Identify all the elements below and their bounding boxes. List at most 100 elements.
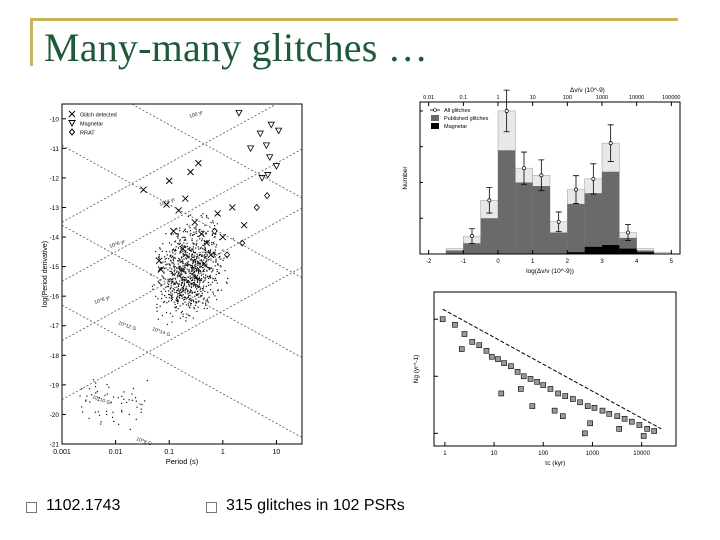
pulsar-dot xyxy=(219,265,221,267)
glitch-marker xyxy=(219,233,227,241)
pulsar-dot xyxy=(184,278,186,281)
magnetar-marker xyxy=(258,175,266,182)
rate-chart: 1 10 100 1000 10000 τc (kyr) Ṅg (yr^-1) xyxy=(411,291,677,467)
reference-line xyxy=(62,145,302,279)
pulsar-dot xyxy=(177,302,179,304)
pulsar-dot xyxy=(182,281,184,283)
pulsar-dot xyxy=(193,227,195,229)
pulsar-square xyxy=(439,316,446,323)
pulsar-dot xyxy=(211,271,213,273)
pulsar-dot xyxy=(182,290,184,292)
pulsar-dot xyxy=(166,323,168,326)
pulsar-square xyxy=(640,433,647,439)
pulsar-dot xyxy=(172,252,174,254)
pulsar-dot xyxy=(191,254,193,256)
pulsar-dot xyxy=(192,263,194,265)
pulsar-dot xyxy=(182,231,184,233)
pulsar-square xyxy=(628,418,635,425)
pulsar-dot xyxy=(189,278,192,280)
pulsar-dot xyxy=(165,312,168,314)
pulsar-dot xyxy=(177,288,179,290)
pulsar-dot xyxy=(187,303,189,305)
pulsar-dot xyxy=(181,269,183,271)
pulsar-dot xyxy=(192,276,194,278)
pulsar-dot xyxy=(217,289,219,292)
histogram-bar xyxy=(636,252,654,254)
pulsar-dot xyxy=(214,253,216,255)
plot-frame xyxy=(433,291,677,447)
pulsar-dot xyxy=(185,277,187,279)
pulsar-dot xyxy=(215,273,217,276)
pulsar-dot xyxy=(183,245,186,247)
data-point xyxy=(591,176,596,181)
pulsar-dot xyxy=(178,267,180,269)
pulsar-dot xyxy=(195,232,197,235)
pulsar-dot xyxy=(187,261,190,263)
pulsar-dot xyxy=(211,242,213,244)
pulsar-square xyxy=(501,360,507,366)
pulsar-dot xyxy=(200,296,202,298)
pulsar-dot xyxy=(195,276,198,278)
pulsar-dot xyxy=(179,293,181,295)
pulsar-dot xyxy=(212,278,214,280)
pulsar-dot xyxy=(174,278,177,280)
glitch-marker xyxy=(207,251,215,259)
pulsar-dot xyxy=(220,258,222,260)
pulsar-dot xyxy=(206,216,208,218)
pulsar-dot xyxy=(195,228,197,231)
pulsar-dot xyxy=(190,302,192,305)
pulsar-dot xyxy=(176,233,178,235)
pulsar-dot xyxy=(185,304,188,306)
pulsar-dot xyxy=(165,286,167,288)
top-tick-label: 10 xyxy=(530,95,536,101)
pulsar-dot xyxy=(189,292,191,294)
pulsar-square xyxy=(469,339,476,345)
y-tick-label: -15 xyxy=(50,264,60,271)
msp-dot xyxy=(146,379,148,382)
pulsar-dot xyxy=(214,265,216,267)
pulsar-dot xyxy=(190,258,192,260)
pulsar-dot xyxy=(232,238,234,240)
pulsar-dot xyxy=(190,291,192,293)
pulsar-dot xyxy=(181,277,184,279)
pulsar-dot xyxy=(170,254,172,257)
pulsar-dot xyxy=(198,293,200,295)
pulsar-dot xyxy=(179,265,181,268)
plot-frame xyxy=(419,101,681,255)
reference-line xyxy=(62,224,302,358)
pulsar-dot xyxy=(191,248,193,250)
pulsar-dot xyxy=(209,277,211,279)
pulsar-dot xyxy=(198,276,201,278)
pulsar-dot xyxy=(204,255,206,258)
pulsar-dot xyxy=(173,267,175,269)
pulsar-dot xyxy=(170,297,172,300)
msp-dot xyxy=(141,403,143,406)
pulsar-dot xyxy=(185,253,187,255)
pulsar-dot xyxy=(184,251,186,254)
pulsar-dot xyxy=(195,277,197,279)
pulsar-dot xyxy=(202,247,204,250)
pulsar-dot xyxy=(173,265,175,267)
pulsar-dot xyxy=(214,249,216,251)
pulsar-dot xyxy=(170,244,173,246)
pulsar-dot xyxy=(197,285,199,288)
pulsar-dot xyxy=(215,279,217,281)
accent-bar-vertical xyxy=(30,18,33,66)
pulsar-dot xyxy=(203,298,205,300)
pulsar-dot xyxy=(202,287,205,289)
pulsar-dot xyxy=(193,276,195,278)
reference-line xyxy=(62,104,278,223)
data-point xyxy=(522,166,526,171)
pulsar-dot xyxy=(170,272,173,275)
msp-dot xyxy=(100,421,102,423)
pulsar-dot xyxy=(169,312,171,314)
pulsar-dot xyxy=(213,252,215,255)
msp-dot xyxy=(81,388,83,390)
msp-dot xyxy=(126,401,128,404)
pulsar-dot xyxy=(185,230,187,233)
pulsar-dot xyxy=(198,261,200,263)
pulsar-dot xyxy=(202,269,205,271)
pulsar-dot xyxy=(209,267,211,269)
pulsar-square xyxy=(614,413,621,419)
pulsar-dot xyxy=(202,234,204,236)
